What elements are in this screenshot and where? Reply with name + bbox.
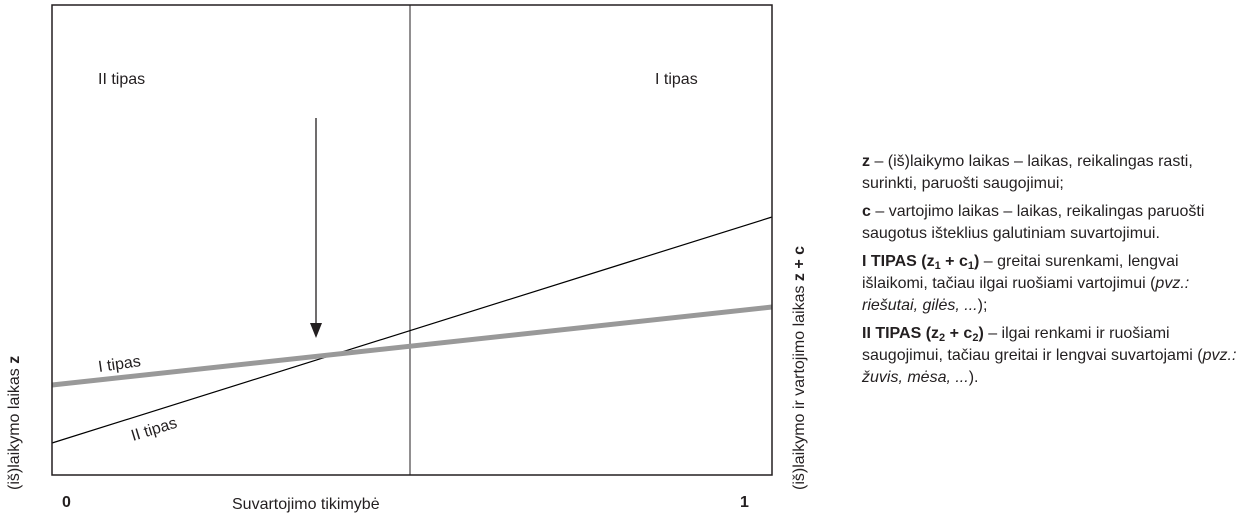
y-axis-label-right: (iš)laikymo ir vartojimo laikas z + c [791, 246, 808, 490]
legend-type-i-title: I TIPAS (z1 + c1) [862, 253, 980, 272]
legend-type-ii-text: – ilgai renkami ir ruošiami saugojimui, … [862, 325, 1203, 364]
legend-c-symbol: c [862, 203, 871, 220]
region-label-right: I tipas [655, 71, 698, 88]
line-type-ii [51, 216, 773, 444]
line-label-type-i: I tipas [97, 353, 142, 376]
legend-type-i: I TIPAS (z1 + c1) – greitai surenkami, l… [862, 253, 1190, 314]
line-type-i [51, 304, 773, 388]
legend-z: z – (iš)laikymo laikas – laikas, reikali… [862, 151, 1247, 195]
legend-type-ii-title: II TIPAS (z2 + c2) [862, 325, 984, 344]
legend-c: c – vartojimo laikas – laikas, reikaling… [862, 201, 1247, 245]
legend-type-ii: II TIPAS (z2 + c2) – ilgai renkami ir ru… [862, 325, 1237, 386]
strategy-diagram: II tipas I tipas I tipas II tipas (iš)la… [6, 4, 808, 513]
region-label-left: II tipas [98, 71, 145, 88]
legend-type-i-text: – greitai surenkami, lengvai išlaikomi, … [862, 253, 1179, 292]
x-tick-1: 1 [740, 494, 749, 511]
legend-z-symbol: z [862, 153, 870, 170]
x-tick-0: 0 [62, 494, 71, 511]
plot-frame [51, 4, 773, 476]
legend-type-ii-example: pvz.: žuvis, mėsa, ... [862, 347, 1237, 386]
line-label-type-ii: II tipas [129, 415, 179, 445]
arrow-down-icon [310, 323, 322, 338]
y-axis-label-left: (iš)laikymo laikas z [6, 356, 23, 490]
legend: z – (iš)laikymo laikas – laikas, reikali… [862, 151, 1247, 395]
x-axis-label: Suvartojimo tikimybė [232, 496, 380, 513]
legend-z-text: – (iš)laikymo laikas – laikas, reikaling… [862, 153, 1193, 192]
legend-c-text: – vartojimo laikas – laikas, reikalingas… [862, 203, 1205, 242]
legend-type-i-example: pvz.: riešutai, gilės, ... [862, 275, 1190, 314]
